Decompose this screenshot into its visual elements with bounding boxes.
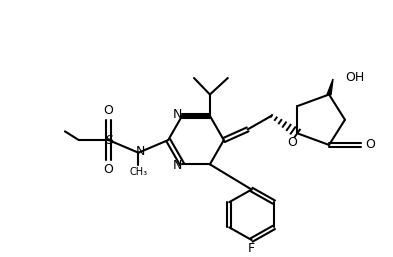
Text: N: N <box>136 145 145 158</box>
Text: O: O <box>104 105 114 117</box>
Text: O: O <box>104 163 114 176</box>
Text: O: O <box>287 135 297 149</box>
Text: OH: OH <box>345 70 364 84</box>
Text: CH₃: CH₃ <box>129 167 147 177</box>
Text: F: F <box>248 242 255 255</box>
Text: N: N <box>173 159 182 172</box>
Polygon shape <box>327 79 333 95</box>
Text: N: N <box>173 108 182 121</box>
Text: O: O <box>365 139 375 151</box>
Text: S: S <box>105 134 113 146</box>
